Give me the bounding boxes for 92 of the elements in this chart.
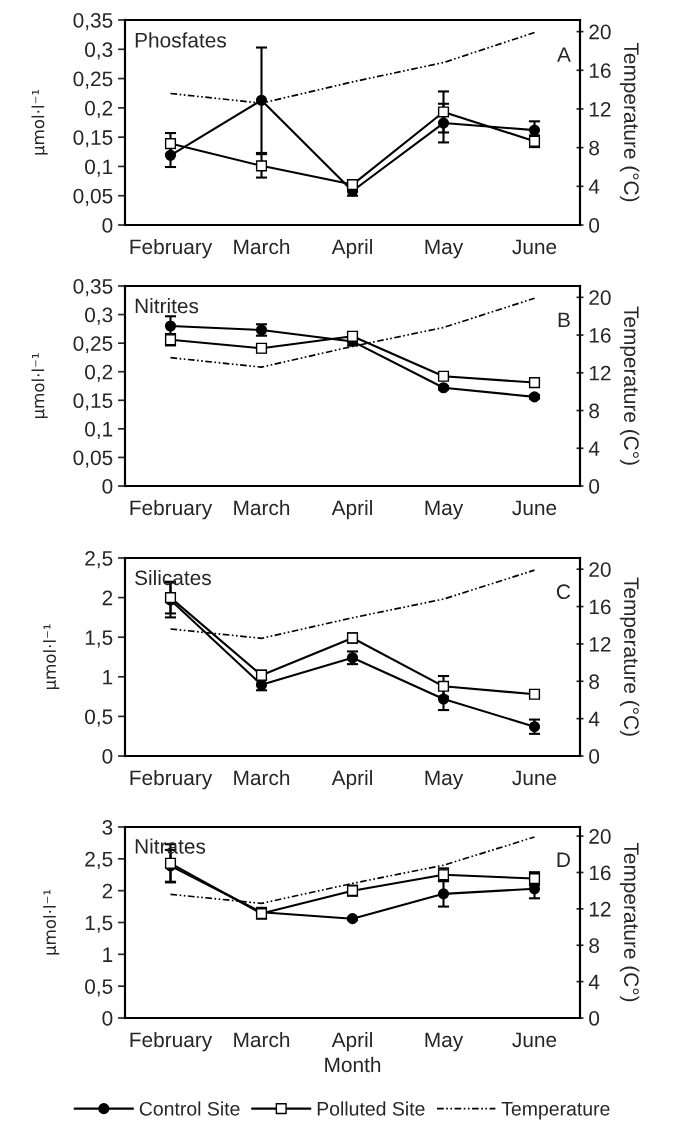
- y-tick-label: 1: [103, 947, 113, 962]
- annotation: A: [557, 47, 571, 62]
- annotation: Silicates: [135, 569, 211, 586]
- x-tick-label: June: [512, 1032, 557, 1048]
- y-axis-title: µmol·l⁻¹: [31, 89, 48, 155]
- y-tick-label: 0,25: [73, 71, 113, 89]
- y-tick-label: 2,5: [85, 851, 113, 870]
- y-tick-label: 0,05: [73, 188, 113, 206]
- y-tick-label: 0,25: [73, 336, 113, 354]
- y2-tick-label: 20: [589, 24, 611, 40]
- y2-tick-label: 12: [589, 365, 611, 381]
- x-tick-label: February: [130, 769, 213, 790]
- y-axis-title: µmol·l⁻¹: [31, 353, 48, 419]
- y-tick-label: 0,1: [85, 159, 113, 177]
- y-tick-label: 0,05: [73, 450, 113, 468]
- y-tick-label: 0: [102, 1011, 113, 1026]
- x-tick-label: February: [130, 1031, 213, 1052]
- y2-tick-label: 0: [589, 1011, 600, 1026]
- y-tick-label: 0,35: [73, 279, 113, 297]
- x-tick-label: June: [512, 239, 557, 255]
- x-tick-label: May: [425, 770, 464, 790]
- annotation: B: [558, 312, 570, 328]
- y-tick-label: 1: [103, 670, 113, 685]
- y2-tick-label: 4: [588, 711, 600, 727]
- x-tick-label: March: [234, 238, 290, 255]
- y-tick-label: 0,15: [73, 393, 113, 411]
- y-tick-label: 0,15: [73, 130, 113, 148]
- y2-tick-label: 0: [589, 218, 600, 233]
- y-tick-label: 0,5: [85, 979, 113, 997]
- x-tick-label: April: [331, 238, 372, 259]
- y2-axis-title: Temperature (C°): [619, 842, 640, 1002]
- y2-axis-title: Temperature (C°): [619, 306, 640, 465]
- y-tick-label: 0,3: [85, 42, 113, 60]
- y2-axis-title: Temperature (°C): [619, 577, 640, 736]
- x-tick-label: April: [331, 499, 372, 520]
- y2-tick-label: 12: [589, 901, 611, 917]
- y2-tick-label: 16: [589, 328, 611, 343]
- y2-tick-label: 4: [588, 974, 600, 990]
- y2-tick-label: 16: [589, 63, 611, 79]
- y2-tick-label: 20: [589, 562, 611, 577]
- annotation: D: [557, 852, 570, 867]
- x-tick-label: May: [425, 500, 464, 520]
- y-tick-label: 0: [102, 479, 113, 494]
- x-tick-label: April: [331, 1031, 372, 1052]
- y-tick-label: 2,5: [85, 551, 113, 569]
- y-tick-label: 0: [102, 218, 113, 233]
- y2-tick-label: 12: [589, 636, 611, 652]
- x-axis-title: Month: [325, 1056, 381, 1073]
- y2-tick-label: 16: [589, 865, 611, 881]
- y2-tick-label: 4: [588, 441, 600, 456]
- legend-label: Control Site: [139, 1101, 240, 1116]
- x-tick-label: March: [234, 499, 290, 516]
- x-tick-label: February: [130, 238, 213, 259]
- y2-tick-label: 8: [589, 674, 600, 690]
- y-tick-label: 0,3: [85, 307, 113, 325]
- x-tick-label: March: [234, 769, 290, 786]
- y-tick-label: 2: [102, 883, 113, 899]
- x-tick-label: February: [130, 499, 213, 520]
- y2-tick-label: 0: [589, 479, 600, 494]
- x-tick-label: June: [512, 770, 557, 786]
- y2-tick-label: 8: [589, 403, 600, 419]
- y2-tick-label: 4: [588, 179, 600, 194]
- y2-tick-label: 8: [589, 938, 600, 953]
- y-tick-label: 2: [102, 590, 113, 606]
- y-tick-label: 1,5: [85, 915, 113, 933]
- y-tick-label: 0: [102, 749, 113, 764]
- annotation: C: [556, 584, 571, 600]
- y2-tick-label: 20: [589, 290, 611, 306]
- y2-axis-title: Temperature (°C): [619, 42, 640, 202]
- y2-tick-label: 12: [589, 101, 611, 117]
- y-tick-label: 0,5: [85, 709, 113, 727]
- x-tick-label: May: [425, 239, 464, 259]
- x-tick-label: May: [425, 1032, 464, 1052]
- y-tick-label: 1,5: [85, 630, 113, 648]
- legend-label: Temperature: [501, 1102, 610, 1120]
- y2-tick-label: 8: [589, 140, 600, 156]
- y-tick-label: 0,2: [85, 364, 113, 382]
- annotation: Nitrites: [135, 298, 199, 314]
- x-tick-label: March: [234, 1031, 290, 1048]
- x-tick-label: June: [512, 500, 557, 516]
- y-axis-title: µmol·l⁻¹: [43, 624, 60, 690]
- y-tick-label: 0,35: [73, 13, 113, 31]
- y-tick-label: 3: [102, 820, 113, 835]
- y-tick-label: 0,1: [85, 421, 113, 440]
- y-axis-title: µmol·l⁻¹: [43, 889, 60, 955]
- y2-tick-label: 16: [589, 599, 611, 615]
- x-tick-label: April: [331, 769, 372, 790]
- y2-tick-label: 0: [589, 749, 600, 764]
- y2-tick-label: 20: [589, 829, 611, 844]
- legend-label: Polluted Site: [317, 1101, 425, 1116]
- annotation: Phosfates: [135, 32, 226, 48]
- y-tick-label: 0,2: [85, 100, 113, 119]
